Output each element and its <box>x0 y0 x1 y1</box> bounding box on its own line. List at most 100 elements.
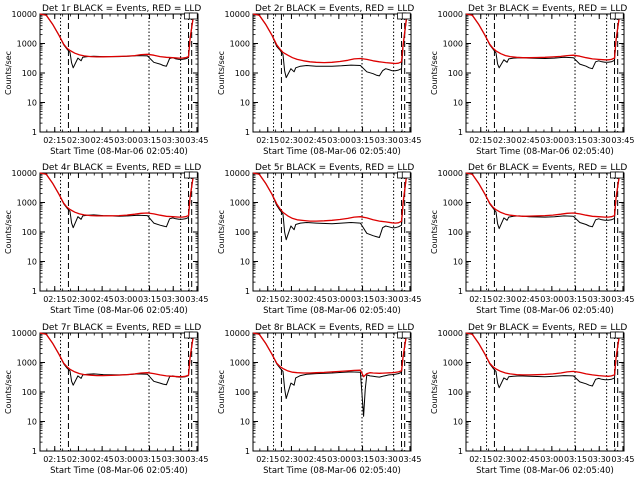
series-line-events <box>39 172 196 229</box>
chart-title: Det 8r BLACK = Events, RED = LLD <box>255 323 414 333</box>
x-tick-label: 03:45 <box>398 455 421 464</box>
chart-panel-4: Det 4r BLACK = Events, RED = LLD 1 10 100 10… <box>4 163 208 316</box>
x-tick-label: 02:15 <box>256 136 279 145</box>
y-tick-label: 10 <box>27 258 37 267</box>
chart-title: Det 6r BLACK = Events, RED = LLD <box>468 163 627 173</box>
chart-panel-2: Det 2r BLACK = Events, RED = LLD 1 10 100 10… <box>217 4 421 157</box>
y-axis-label: Counts/sec <box>4 51 13 95</box>
chart-title: Det 9r BLACK = Events, RED = LLD <box>468 323 627 333</box>
plot-frame <box>465 13 625 133</box>
x-tick-label: 03:30 <box>162 136 185 145</box>
y-tick-label: 10000 <box>438 329 463 338</box>
x-tick-label: 02:15 <box>43 295 66 304</box>
x-tick-label: 03:30 <box>162 455 185 464</box>
y-tick-label: 10 <box>453 258 463 267</box>
plot-frame <box>252 332 412 452</box>
x-tick-label: 03:00 <box>114 136 137 145</box>
plot-frame <box>252 172 412 292</box>
x-tick-label: 03:00 <box>327 136 350 145</box>
y-tick-label: 1000 <box>17 359 37 368</box>
x-tick-label: 03:15 <box>351 455 374 464</box>
x-tick-label: 02:30 <box>280 455 303 464</box>
x-tick-label: 03:30 <box>588 455 611 464</box>
x-tick-label: 02:45 <box>304 295 327 304</box>
x-axis-label: Start Time (08-Mar-06 02:05:40) <box>50 147 188 157</box>
state-marker <box>614 331 624 339</box>
chart-title: Det 4r BLACK = Events, RED = LLD <box>42 163 201 173</box>
x-tick-label: 03:30 <box>588 295 611 304</box>
y-tick-label: 1000 <box>443 40 463 49</box>
state-marker <box>614 12 624 20</box>
chart-title: Det 7r BLACK = Events, RED = LLD <box>42 323 201 333</box>
series-line-events <box>465 13 622 70</box>
y-tick-label: 100 <box>22 228 37 237</box>
x-tick-label: 02:45 <box>91 295 114 304</box>
x-tick-label: 03:45 <box>611 455 634 464</box>
x-tick-label: 03:00 <box>114 295 137 304</box>
x-axis-label: Start Time (08-Mar-06 02:05:40) <box>476 147 614 157</box>
y-axis-label: Counts/sec <box>4 370 13 414</box>
plot-frame <box>39 332 199 452</box>
series-line-lld <box>252 13 409 65</box>
series-line-events <box>465 332 622 389</box>
y-tick-label: 100 <box>448 388 463 397</box>
x-tick-label: 03:00 <box>540 295 563 304</box>
y-tick-label: 1 <box>32 287 37 296</box>
x-tick-label: 02:30 <box>67 455 90 464</box>
y-tick-label: 1 <box>32 447 37 456</box>
series-line-lld <box>252 332 409 378</box>
x-axis-label: Start Time (08-Mar-06 02:05:40) <box>263 147 401 157</box>
x-tick-label: 02:45 <box>304 136 327 145</box>
y-tick-label: 1000 <box>17 40 37 49</box>
chart-panel-1: Det 1r BLACK = Events, RED = LLD 1 10 100 10… <box>4 4 208 157</box>
x-tick-label: 02:15 <box>43 455 66 464</box>
chart-panel-5: Det 5r BLACK = Events, RED = LLD 1 10 100 10… <box>217 163 421 316</box>
plot-frame <box>465 172 625 292</box>
x-tick-label: 03:15 <box>564 455 587 464</box>
y-tick-label: 10 <box>453 418 463 427</box>
state-marker <box>188 331 198 339</box>
y-tick-label: 100 <box>448 228 463 237</box>
state-marker <box>401 171 411 179</box>
plot-frame <box>39 13 199 133</box>
x-tick-label: 02:30 <box>280 295 303 304</box>
x-tick-label: 03:30 <box>375 455 398 464</box>
x-tick-label: 02:15 <box>469 136 492 145</box>
y-tick-label: 10000 <box>225 329 250 338</box>
x-tick-label: 03:30 <box>588 136 611 145</box>
y-tick-label: 10000 <box>12 10 37 19</box>
y-tick-label: 1 <box>458 447 463 456</box>
y-tick-label: 100 <box>448 69 463 78</box>
plot-frame <box>39 172 199 292</box>
x-tick-label: 03:45 <box>185 136 208 145</box>
x-tick-label: 02:30 <box>493 136 516 145</box>
y-tick-label: 10 <box>240 418 250 427</box>
series-line-lld <box>465 13 622 61</box>
y-tick-label: 1 <box>32 128 37 137</box>
x-tick-label: 02:30 <box>493 295 516 304</box>
y-tick-label: 1000 <box>230 199 250 208</box>
series-line-events <box>465 172 622 230</box>
plot-frame <box>465 332 625 452</box>
y-axis-label: Counts/sec <box>217 210 226 254</box>
state-marker <box>188 171 198 179</box>
chart-title: Det 5r BLACK = Events, RED = LLD <box>255 163 414 173</box>
x-tick-label: 02:45 <box>304 455 327 464</box>
x-tick-label: 02:15 <box>43 136 66 145</box>
chart-panel-7: Det 7r BLACK = Events, RED = LLD 1 10 100 10… <box>4 323 208 476</box>
state-marker <box>188 12 198 20</box>
series-line-lld <box>465 172 622 218</box>
x-tick-label: 03:45 <box>611 136 634 145</box>
series-line-lld <box>465 332 622 377</box>
x-tick-label: 03:45 <box>611 295 634 304</box>
x-tick-label: 02:15 <box>256 455 279 464</box>
x-tick-label: 02:15 <box>256 295 279 304</box>
x-tick-label: 03:00 <box>327 455 350 464</box>
y-tick-label: 1 <box>245 128 250 137</box>
y-tick-label: 1 <box>245 447 250 456</box>
x-tick-label: 03:15 <box>138 455 161 464</box>
y-axis-label: Counts/sec <box>4 210 13 254</box>
x-tick-label: 03:15 <box>138 295 161 304</box>
x-tick-label: 03:45 <box>185 455 208 464</box>
